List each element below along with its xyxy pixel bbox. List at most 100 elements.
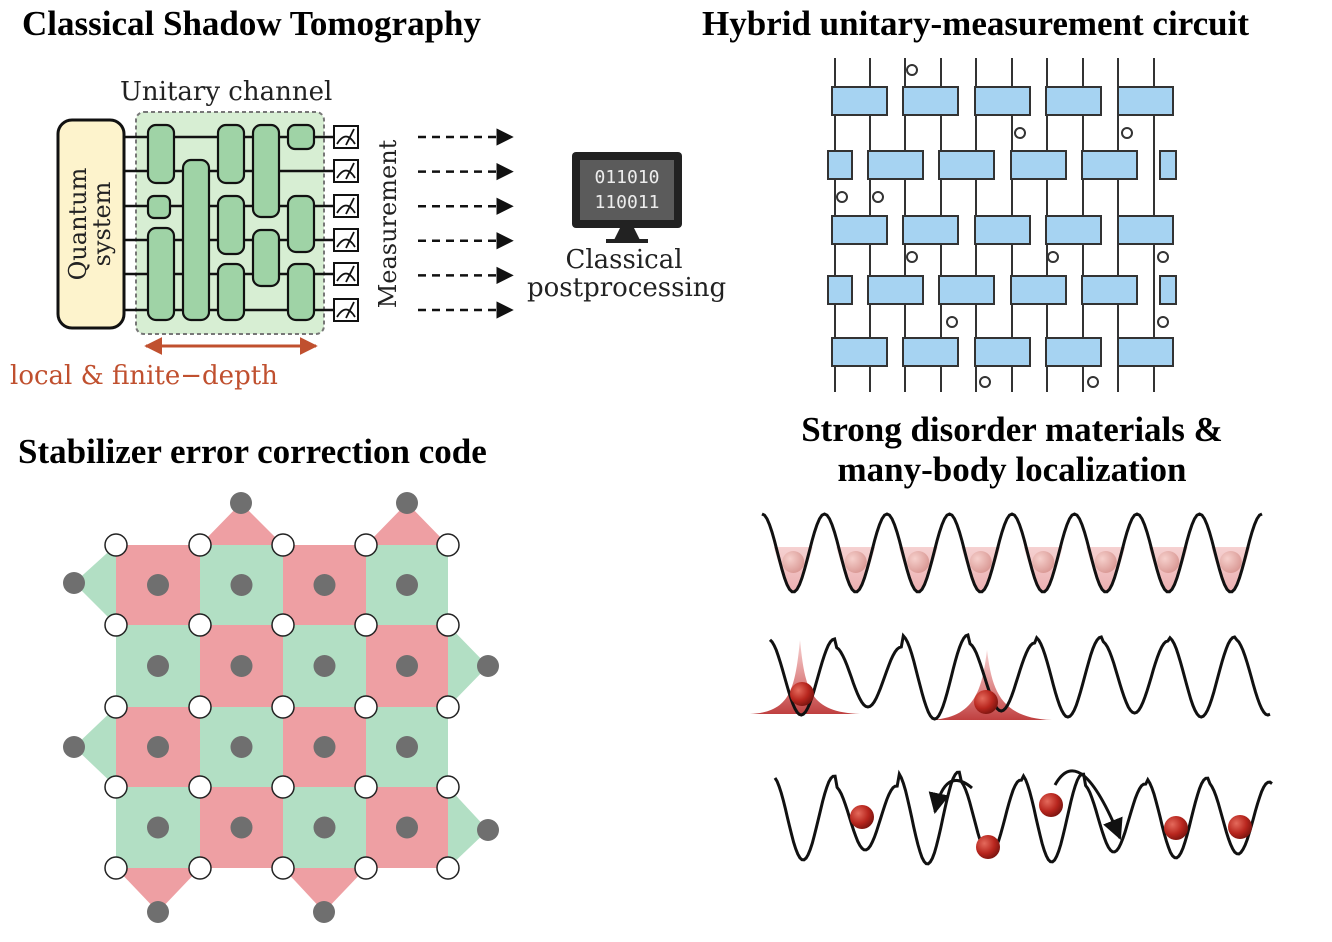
depth-label: local & finite−depth (10, 361, 278, 391)
measurement-dot (1087, 376, 1099, 388)
ancilla-qubit (63, 572, 85, 594)
postprocessing-label: postprocessing (527, 273, 727, 303)
unitary-gate (974, 215, 1031, 245)
hopping-particle (976, 835, 1000, 859)
measurement-dot (946, 316, 958, 328)
ancilla-qubit (147, 736, 169, 758)
data-qubit (436, 856, 460, 880)
data-qubit (188, 775, 212, 799)
data-qubit (354, 533, 378, 557)
ancilla-qubit (313, 901, 335, 923)
measurement-dot (1157, 251, 1169, 263)
quantum-system-label: Quantum (64, 167, 92, 280)
unitary-gate (938, 275, 995, 305)
ancilla-qubit (230, 816, 253, 839)
quantum-system-box (56, 118, 126, 330)
data-qubit (271, 533, 295, 557)
data-qubit (271, 695, 295, 719)
unitary-gate (902, 337, 959, 367)
measurement-meters (333, 125, 359, 322)
boundary-stabilizer (74, 707, 116, 787)
meter-needle (345, 197, 355, 215)
unitary-gate (902, 215, 959, 245)
unitary-gate (867, 150, 924, 180)
data-qubit (271, 856, 295, 880)
meter-needle (345, 265, 355, 283)
boundary-stabilizer (74, 545, 116, 625)
data-qubit (271, 775, 295, 799)
ancilla-qubit (147, 574, 169, 596)
unitary-gate (867, 275, 924, 305)
data-qubit (104, 775, 128, 799)
unitary-gate (831, 86, 888, 116)
ancilla-qubit (313, 816, 336, 839)
measurement-arrows (418, 128, 514, 319)
hopping-potential (773, 769, 1273, 866)
data-qubit (188, 533, 212, 557)
data-qubit (104, 613, 128, 637)
meter-dial (336, 204, 356, 214)
data-qubit (354, 695, 378, 719)
unitary-gate (1117, 86, 1174, 116)
data-qubit (188, 695, 212, 719)
ancilla-qubit (477, 819, 499, 841)
delocalized-particle (1157, 551, 1180, 573)
meter-dial (336, 308, 356, 318)
boundary-stabilizer (283, 868, 366, 912)
computer-bits-1: 011010 (594, 167, 659, 188)
delocalized-particle (969, 551, 992, 573)
meter-dial (336, 272, 356, 282)
measurement-dot (1157, 316, 1169, 328)
mbl-title-line1: Strong disorder materials & (801, 410, 1223, 449)
ancilla-qubit (230, 492, 252, 514)
mbl-title: Strong disorder materials & many-body lo… (732, 410, 1292, 491)
measurement-dot (979, 376, 991, 388)
ancilla-qubit (396, 816, 418, 839)
data-qubit (188, 856, 212, 880)
unitary-gate (1045, 337, 1102, 367)
mbl-title-block: Strong disorder materials & many-body lo… (732, 0, 1292, 942)
ancilla-qubit (396, 574, 418, 596)
meter-dial (336, 135, 356, 145)
data-qubit (354, 613, 378, 637)
data-qubit (354, 775, 378, 799)
boundary-stabilizer (366, 503, 448, 545)
ancilla-qubit (147, 816, 169, 839)
quantum-system-label-2: system (88, 181, 116, 266)
periodic-potential (761, 512, 1263, 594)
unitary-gate (1081, 275, 1138, 305)
ancilla-qubit (313, 574, 336, 596)
measurement-dot (1121, 127, 1133, 139)
localized-particle (790, 682, 814, 706)
unitary-gate-edge (1159, 275, 1177, 305)
disordered-potential (768, 632, 1271, 721)
shadow-panel: Quantum system Measurement 011010 110011 (56, 111, 682, 355)
unitary-gate-edge (827, 275, 853, 305)
hybrid-circuit (827, 58, 1177, 392)
meter-needle (345, 128, 355, 146)
unitary-gate-edge (827, 150, 853, 180)
unitary-gate (1081, 150, 1138, 180)
hop-arrow (928, 778, 973, 815)
localized-particle (974, 690, 998, 714)
delocalized-particle (844, 551, 867, 573)
ancilla-qubit (230, 655, 253, 677)
unitary-gate (1045, 215, 1102, 245)
computer-icon: 011010 110011 (572, 152, 682, 243)
ancilla-qubit (396, 736, 418, 758)
unitary-gates (146, 123, 316, 322)
unitary-gate (974, 337, 1031, 367)
classical-label: Classical (565, 245, 683, 275)
unitary-gate-edge (1159, 150, 1177, 180)
data-qubit (271, 613, 295, 637)
measurement-dot (906, 251, 918, 263)
ancilla-qubit (313, 736, 336, 758)
data-qubit (104, 533, 128, 557)
boundary-stabilizer (200, 503, 283, 545)
meter-dial (336, 238, 356, 248)
delocalized-particle (782, 551, 805, 573)
hopping-particle (850, 805, 874, 829)
meter-needle (345, 301, 355, 319)
data-qubit (354, 856, 378, 880)
